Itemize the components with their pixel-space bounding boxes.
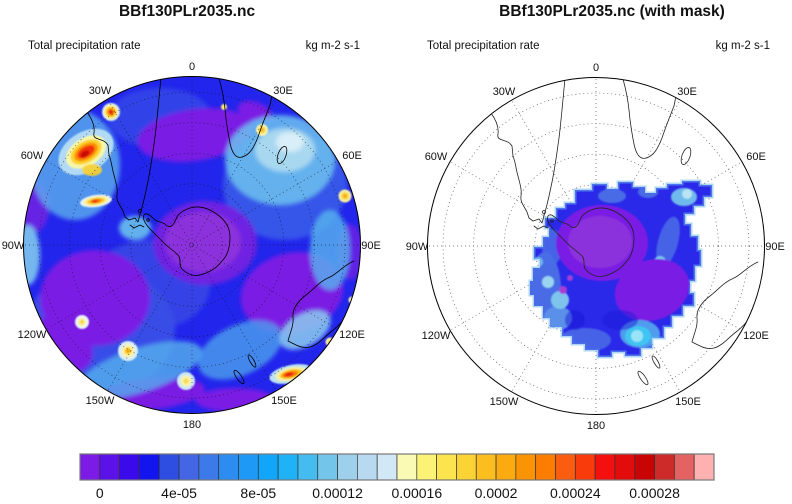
colorbar-swatch	[674, 453, 695, 481]
colorbar-swatch	[317, 453, 338, 481]
colorbar-swatch	[475, 453, 497, 481]
right-panel-title: BBf130PLr2035.nc (with mask)	[499, 3, 725, 20]
meridian-label: 180	[587, 420, 605, 432]
colorbar-tick-label: 4e-05	[161, 485, 197, 501]
left-panel-title: BBf130PLr2035.nc	[119, 3, 256, 20]
meridian-label: 180	[183, 419, 201, 431]
meridian-label: 0	[593, 62, 599, 74]
colorbar-swatch	[495, 453, 517, 481]
meridian-label: 150W	[490, 396, 519, 408]
colorbar-swatch	[376, 453, 398, 481]
colorbar-tick-label: 0.00012	[312, 485, 363, 501]
meridian-label: 60W	[21, 150, 44, 162]
colorbar-swatch	[594, 453, 616, 481]
meridian-label: 0	[189, 61, 195, 73]
colorbar-swatch	[238, 453, 259, 481]
colorbar-swatch	[277, 453, 299, 481]
meridian-label: 60E	[342, 150, 362, 162]
colorbar-swatch	[654, 453, 675, 481]
left-map: 0 30E 60E 90E 120E 150E 180 150W 120W 90…	[2, 61, 381, 431]
colorbar-swatch	[139, 453, 160, 481]
colorbar-swatch	[99, 453, 120, 481]
colorbar-swatch	[693, 453, 715, 481]
meridian-label: 30W	[89, 85, 112, 97]
colorbar-swatch	[178, 453, 200, 481]
colorbar-tick-label: 0	[96, 485, 104, 501]
meridian-label: 120W	[422, 330, 451, 342]
meridian-label: 90W	[2, 240, 25, 252]
colorbar-swatch	[634, 453, 655, 481]
colorbar-swatch	[436, 453, 457, 481]
meridian-label: 90E	[361, 240, 381, 252]
colorbar-swatch	[158, 453, 180, 481]
colorbar-swatch	[515, 453, 537, 481]
right-panel-variable-label: Total precipitation rate	[427, 40, 540, 52]
colorbar-tick-label: 0.00016	[392, 485, 443, 501]
left-panel-units-label: kg m-2 s-1	[306, 40, 360, 52]
left-panel-variable-label: Total precipitation rate	[28, 40, 141, 52]
left-map-meridian-labels: 0 30E 60E 90E 120E 150E 180 150W 120W 90…	[2, 61, 381, 431]
colorbar-swatch	[79, 453, 101, 481]
colorbar-swatch	[198, 453, 220, 481]
meridian-label: 60W	[425, 151, 448, 163]
meridian-label: 30E	[273, 85, 293, 97]
colorbar-border	[79, 453, 715, 481]
meridian-label: 90W	[406, 241, 429, 253]
colorbar-swatch	[337, 453, 358, 481]
colorbar-swatch	[555, 453, 576, 481]
colorbar-swatch	[416, 453, 437, 481]
meridian-label: 120E	[339, 329, 365, 341]
colorbar-swatch	[535, 453, 556, 481]
right-map-outline	[427, 77, 765, 415]
colorbar-tick-label: 8e-05	[240, 485, 276, 501]
meridian-label: 30W	[493, 86, 516, 98]
colorbar-swatch	[218, 453, 239, 481]
meridian-label: 90E	[765, 241, 785, 253]
colorbar-swatch	[456, 453, 477, 481]
colorbar-swatch	[574, 453, 596, 481]
colorbar-swatch	[614, 453, 636, 481]
left-map-outline	[23, 76, 361, 414]
meridian-label: 150W	[86, 395, 115, 407]
colorbar-tick-label: 0.0002	[475, 485, 518, 501]
colorbar-swatch	[297, 453, 319, 481]
meridian-label: 60E	[746, 151, 766, 163]
meridian-label: 120W	[18, 329, 47, 341]
meridian-label: 150E	[271, 395, 297, 407]
colorbar-swatch	[396, 453, 418, 481]
right-map-mask-field	[528, 179, 714, 359]
right-map-meridian-labels: 0 30E 60E 90E 120E 150E 180 150W 120W 90…	[406, 62, 785, 432]
colorbar-tick-label: 0.00024	[550, 485, 601, 501]
meridian-label: 120E	[743, 330, 769, 342]
colorbar: 0 4e-05 8e-05 0.00012 0.00016 0.0002 0.00024 0.…	[79, 453, 715, 501]
colorbar-swatch	[119, 453, 140, 481]
colorbar-swatch	[257, 453, 279, 481]
colorbar-swatch	[357, 453, 378, 481]
left-map-precip-field	[23, 88, 361, 412]
colorbar-tick-label: 0.00028	[629, 485, 680, 501]
right-map: 0 30E 60E 90E 120E 150E 180 150W 120W 90…	[406, 62, 785, 432]
meridian-label: 30E	[677, 86, 697, 98]
meridian-label: 150E	[675, 396, 701, 408]
right-panel-units-label: kg m-2 s-1	[716, 40, 770, 52]
